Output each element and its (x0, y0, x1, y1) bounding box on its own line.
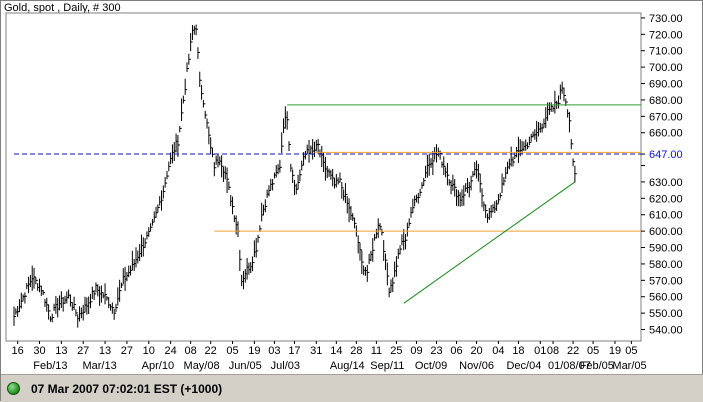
y-tick-label: 670.00 (649, 111, 683, 123)
y-tick-label: 710.00 (649, 46, 683, 58)
y-tick-label: 690.00 (649, 79, 683, 91)
y-tick-label: 540.00 (649, 325, 683, 337)
x-day-label: 01 (534, 345, 546, 357)
x-day-label: 14 (330, 345, 342, 357)
y-tick-label: 660.00 (649, 128, 683, 140)
x-day-label: 27 (77, 345, 89, 357)
x-day-label: 24 (164, 345, 176, 357)
x-day-label: 17 (288, 345, 300, 357)
x-month-label: Aug/14 (330, 360, 365, 372)
ohlc-chart[interactable]: 540.00 550.00 560.00 570.00 580.00 590.00 600.… (1, 1, 703, 373)
x-month-label: Sep/11 (370, 360, 404, 372)
x-day-label: 04 (492, 345, 504, 357)
current-level-label: 647.00 (649, 149, 683, 161)
x-day-label: 30 (33, 345, 45, 357)
x-day-label: 03 (268, 345, 280, 357)
trendline (403, 181, 576, 304)
x-day-label: 05 (226, 345, 238, 357)
plot-area (5, 12, 642, 342)
x-day-label: 13 (55, 345, 67, 357)
x-day-label: 09 (410, 345, 422, 357)
x-day-label: 10 (143, 345, 155, 357)
status-timestamp: 07 Mar 2007 07:02:01 EST (+1000) (31, 382, 223, 396)
y-tick-label: 570.00 (649, 275, 683, 287)
x-month-label: Oct/09 (415, 360, 447, 372)
y-tick-label: 620.00 (649, 193, 683, 205)
x-day-label: 05 (625, 345, 637, 357)
x-month-label: Dec/04 (506, 360, 541, 372)
x-day-label: 16 (12, 345, 24, 357)
y-tick-label: 610.00 (649, 210, 683, 222)
y-tick-label: 630.00 (649, 177, 683, 189)
x-day-label: 19 (248, 345, 260, 357)
x-day-label: 08 (547, 345, 559, 357)
x-day-label: 05 (587, 345, 599, 357)
x-day-label: 13 (99, 345, 111, 357)
x-month-label: Feb/13 (33, 360, 67, 372)
y-tick-label: 680.00 (649, 95, 683, 107)
x-day-label: 22 (567, 345, 579, 357)
y-tick-label: 730.00 (649, 13, 683, 25)
x-month-label: Apr/10 (142, 360, 174, 372)
x-day-label: 22 (205, 345, 217, 357)
y-tick-label: 550.00 (649, 308, 683, 320)
x-day-label: 18 (512, 345, 524, 357)
x-day-label: 08 (185, 345, 197, 357)
x-day-label: 23 (430, 345, 442, 357)
y-tick-label: 720.00 (649, 29, 683, 41)
y-tick-label: 590.00 (649, 243, 683, 255)
x-month-label: May/08 (184, 360, 220, 372)
y-tick-label: 700.00 (649, 62, 683, 74)
x-month-label: Jul/03 (271, 360, 300, 372)
y-tick-label: 560.00 (649, 292, 683, 304)
x-day-label: 25 (390, 345, 402, 357)
connection-status-icon (7, 382, 20, 395)
y-tick-label: 600.00 (649, 226, 683, 238)
x-day-label: 31 (310, 345, 322, 357)
x-month-label: Feb/05 (580, 360, 614, 372)
x-day-label: 06 (450, 345, 462, 357)
y-tick-label: 580.00 (649, 259, 683, 271)
status-bar: 07 Mar 2007 07:02:01 EST (+1000) (1, 374, 703, 402)
x-day-label: 28 (350, 345, 362, 357)
x-month-label: Mar/13 (82, 360, 116, 372)
x-day-label: 27 (121, 345, 133, 357)
x-day-label: 20 (470, 345, 482, 357)
x-month-label: Mar/05 (612, 360, 646, 372)
x-month-label: Jun/05 (229, 360, 262, 372)
x-month-label: 01/08/07 (548, 360, 591, 372)
x-month-label: Nov/06 (459, 360, 494, 372)
x-day-label: 11 (371, 345, 382, 357)
chart-title: Gold, spot , Daily, # 300 (4, 2, 121, 14)
x-day-label: 19 (609, 345, 621, 357)
current-level-label-bg (646, 147, 690, 162)
